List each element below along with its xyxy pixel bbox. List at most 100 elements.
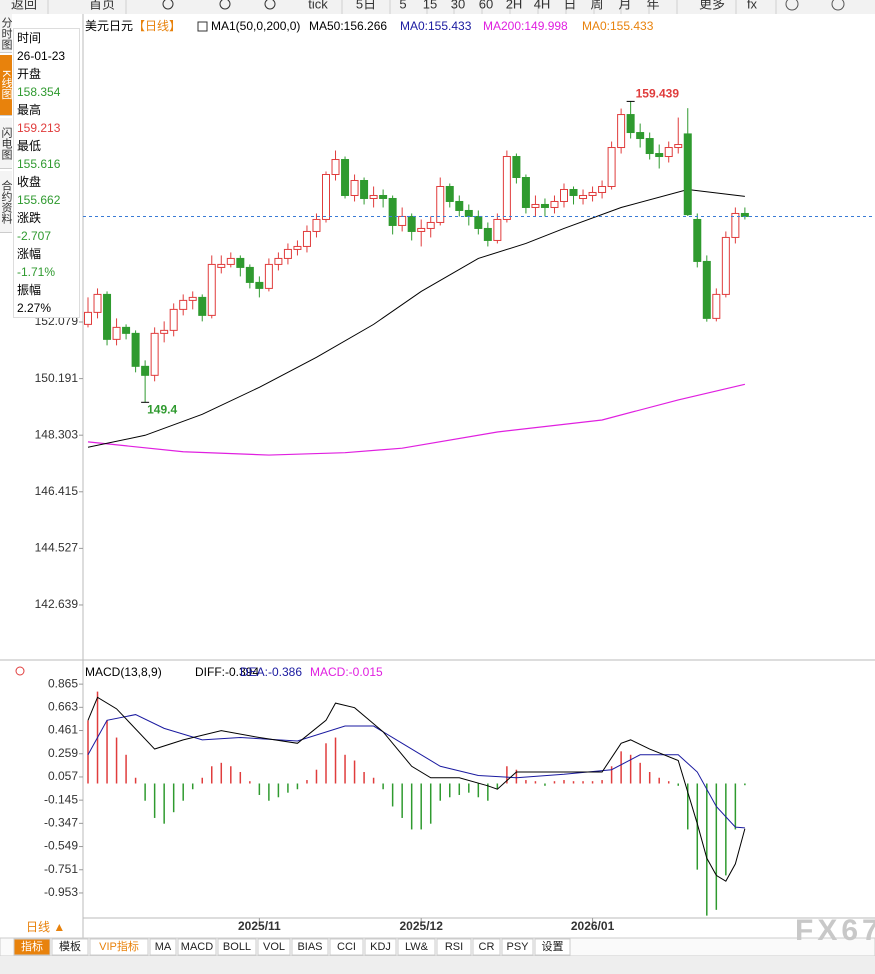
period-label[interactable]: 日线 ▲	[26, 920, 65, 934]
candle-body	[426, 221, 435, 229]
candle-body	[84, 311, 92, 325]
toolbar-item[interactable]: 30	[451, 0, 465, 11]
bottom-tab[interactable]: CCI	[337, 941, 356, 953]
bottom-tab[interactable]: 模板	[59, 939, 81, 953]
tab-cell[interactable]	[436, 938, 472, 956]
bottom-tab[interactable]: RSI	[445, 941, 463, 953]
tab-cell[interactable]	[177, 938, 217, 956]
candle-body	[255, 281, 264, 289]
toolbar-item[interactable]: 更多	[699, 0, 725, 11]
bottom-tab[interactable]: 设置	[542, 940, 564, 953]
toolbar-item[interactable]: 15	[423, 0, 437, 11]
toolbar-item[interactable]: tick	[308, 0, 328, 11]
y-tick-label: 0.663	[48, 700, 78, 714]
tab-cell[interactable]	[534, 938, 571, 956]
toolbar-item[interactable]: 60	[479, 0, 493, 11]
tab-cell[interactable]	[257, 938, 291, 956]
bottom-tab[interactable]: PSY	[506, 941, 529, 953]
y-tick-label: -0.953	[44, 885, 78, 899]
tab-cell[interactable]	[291, 938, 329, 956]
candle-body	[293, 245, 302, 250]
info-value: 155.616	[17, 157, 61, 171]
bottom-tab[interactable]: LW&	[405, 941, 429, 953]
bottom-tab[interactable]: 指标	[21, 939, 43, 953]
chart-header: MA50:156.266	[309, 19, 387, 33]
tab-cell[interactable]	[149, 938, 177, 956]
bottom-tab[interactable]: MA	[155, 941, 172, 953]
candle-body	[169, 308, 178, 331]
info-label: 最高	[17, 103, 42, 117]
candle-body	[483, 227, 492, 241]
bottom-tab[interactable]: MACD	[181, 941, 213, 953]
status-bar	[0, 956, 875, 974]
candle-body	[103, 293, 112, 340]
diff-line	[87, 696, 746, 882]
y-tick-label: 0.461	[48, 723, 78, 737]
tab-cell[interactable]	[472, 938, 501, 956]
info-label: 时间	[17, 31, 42, 45]
candle-body	[540, 203, 549, 208]
toolbar-item[interactable]: 返回	[11, 0, 37, 11]
settings-icon[interactable]	[15, 666, 25, 676]
toolbar-item[interactable]: 2H	[506, 0, 523, 11]
side-tab[interactable]: 合约资料	[0, 171, 12, 233]
candle-body	[245, 266, 254, 283]
candle-body	[207, 263, 216, 316]
candle-body	[417, 227, 426, 232]
chart-header: MA1(50,0,200,0)	[211, 19, 300, 33]
candle-body	[217, 263, 226, 268]
toolbar-item[interactable]: 首页	[89, 0, 115, 11]
bottom-tab[interactable]: BIAS	[297, 941, 322, 953]
tab-cell[interactable]	[397, 938, 436, 956]
side-tab[interactable]: 闪电图	[0, 118, 12, 169]
tab-cell[interactable]	[364, 938, 397, 956]
candle-body	[236, 257, 245, 268]
tab-cell[interactable]	[89, 938, 149, 956]
candle-body	[531, 203, 540, 208]
toolbar-item[interactable]: 年	[646, 0, 659, 11]
candle-body	[664, 147, 673, 158]
side-tab[interactable]: 分时图	[0, 14, 12, 53]
ma-icon[interactable]	[197, 21, 208, 32]
y-tick-label: -0.751	[44, 862, 78, 876]
y-tick-label: 142.639	[35, 597, 79, 611]
chart-header: 美元日元	[85, 19, 133, 33]
toolbar-item[interactable]: 5	[399, 0, 406, 11]
toolbar-item[interactable]: fx	[747, 0, 758, 11]
tab-cell[interactable]	[329, 938, 364, 956]
bottom-tab[interactable]: VOL	[263, 941, 285, 953]
candle-body	[274, 257, 283, 265]
ma50-line	[87, 188, 745, 448]
side-tab[interactable]: K线图	[0, 55, 12, 116]
toolbar-item[interactable]: 日	[563, 0, 576, 11]
candle-body	[112, 326, 121, 340]
zoom-icon[interactable]	[785, 0, 799, 11]
toolbar-item[interactable]: 周	[590, 0, 603, 11]
toolbar-icon[interactable]	[162, 0, 174, 10]
tab-cell[interactable]	[13, 938, 51, 956]
candle-body	[712, 293, 721, 319]
candle-body	[264, 263, 273, 289]
candle-body	[436, 185, 445, 223]
chart-header: MA0:155.433	[582, 19, 654, 33]
tab-cell[interactable]	[501, 938, 534, 956]
tab-cell[interactable]	[217, 938, 257, 956]
bottom-tab[interactable]: KDJ	[370, 941, 391, 953]
info-label: 振幅	[17, 283, 42, 297]
toolbar-item[interactable]: 月	[618, 0, 631, 11]
bottom-tab[interactable]: VIP指标	[99, 939, 139, 953]
macd-header: DIFF:-0.394	[195, 665, 259, 679]
bottom-tab[interactable]: CR	[479, 941, 495, 953]
toolbar-icon[interactable]	[219, 0, 231, 10]
candle-body	[369, 194, 378, 199]
info-value: 2.27%	[17, 301, 52, 315]
toolbar-item[interactable]: 4H	[534, 0, 551, 11]
tab-cell[interactable]	[51, 938, 89, 956]
toolbar-item[interactable]: 5日	[356, 0, 376, 11]
y-tick-label: 150.191	[35, 371, 79, 385]
toolbar-icon[interactable]	[264, 0, 276, 10]
candle-body	[455, 200, 464, 211]
zoom-icon[interactable]	[831, 0, 845, 11]
bottom-tab[interactable]: BOLL	[223, 941, 251, 953]
